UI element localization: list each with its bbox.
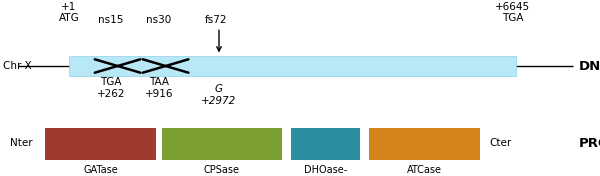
Text: G
+2972: G +2972 xyxy=(202,84,236,106)
Text: PROTEIN: PROTEIN xyxy=(579,137,600,150)
Text: fs72: fs72 xyxy=(205,15,227,25)
Text: TGA
+262: TGA +262 xyxy=(97,77,125,99)
Text: DHOase-
like: DHOase- like xyxy=(304,165,347,176)
Text: Chr X: Chr X xyxy=(3,61,32,71)
Text: ATCase: ATCase xyxy=(407,165,442,175)
Text: Nter: Nter xyxy=(10,139,33,148)
Text: DNA: DNA xyxy=(579,59,600,73)
Text: +1
ATG: +1 ATG xyxy=(59,2,79,23)
Bar xyxy=(162,128,282,160)
Text: GATase: GATase xyxy=(83,165,118,175)
Bar xyxy=(69,56,516,76)
Text: +6645
TGA: +6645 TGA xyxy=(496,2,530,23)
Bar xyxy=(291,128,360,160)
Bar xyxy=(369,128,480,160)
Text: ns30: ns30 xyxy=(146,15,172,25)
Text: ns15: ns15 xyxy=(98,15,124,25)
Text: CPSase: CPSase xyxy=(204,165,240,175)
Text: TAA
+916: TAA +916 xyxy=(145,77,173,99)
Text: Cter: Cter xyxy=(489,139,511,148)
Bar xyxy=(45,128,156,160)
